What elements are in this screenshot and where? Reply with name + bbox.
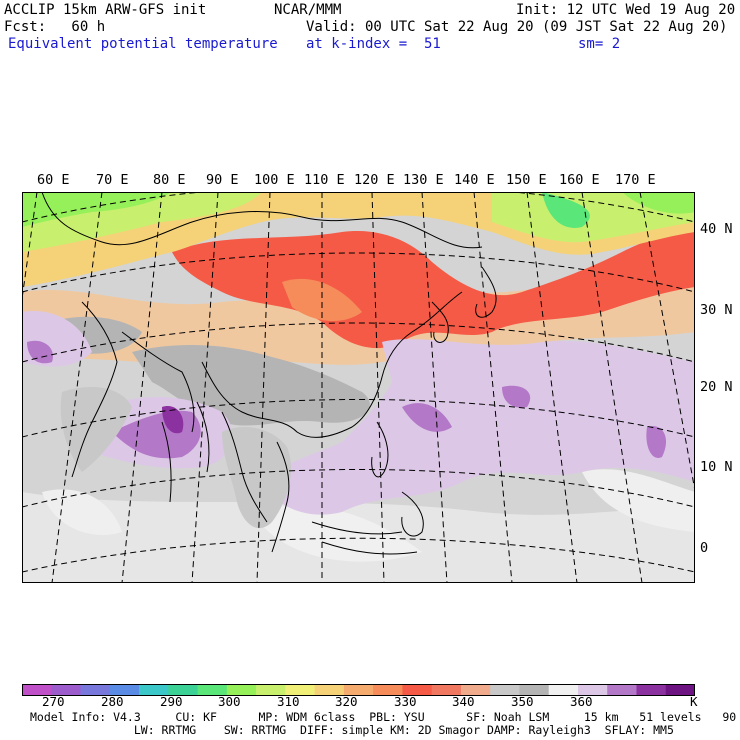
colorbar-swatch	[373, 684, 403, 696]
lon-label-90e: 90 E	[206, 172, 239, 188]
colorbar-tick-300: 300	[218, 694, 241, 709]
colorbar-tick-270: 270	[42, 694, 65, 709]
indochina-land-grey	[222, 427, 292, 529]
lon-label-100e: 100 E	[254, 172, 295, 188]
colorbar-swatch	[51, 684, 82, 696]
colorbar-swatch	[519, 684, 550, 696]
equivalent-potential-temperature-map	[22, 192, 695, 583]
colorbar-swatch	[343, 684, 374, 696]
temperature-colorbar	[22, 681, 696, 696]
colorbar-tick-280: 280	[101, 694, 124, 709]
lon-label-150e: 150 E	[506, 172, 547, 188]
colorbar-swatch	[285, 684, 316, 696]
smoothing-label: sm= 2	[578, 36, 621, 52]
colorbar-swatch	[460, 684, 491, 696]
colorbar-tick-360: 360	[570, 694, 593, 709]
colorbar-tick-330: 330	[394, 694, 417, 709]
colorbar-tick-320: 320	[335, 694, 358, 709]
colorbar-tick-290: 290	[160, 694, 183, 709]
colorbar-swatch	[168, 684, 199, 696]
colorbar-tick-340: 340	[452, 694, 475, 709]
field-name: Equivalent potential temperature	[8, 36, 278, 52]
lat-label-10n: 10 N	[700, 459, 733, 475]
colorbar-swatch	[80, 684, 111, 696]
colorbar-swatch	[577, 684, 608, 696]
lon-label-170e: 170 E	[615, 172, 656, 188]
colorbar-swatch	[636, 684, 667, 696]
lat-label-30n: 30 N	[700, 302, 733, 318]
colorbar-swatch	[139, 684, 169, 696]
lon-label-110e: 110 E	[304, 172, 345, 188]
colorbar-swatch	[109, 684, 140, 696]
init-time: Init: 12 UTC Wed 19 Aug 20	[516, 2, 736, 18]
lon-label-80e: 80 E	[153, 172, 186, 188]
lat-label-0: 0	[700, 540, 709, 556]
forecast-hour: Fcst: 60 h	[4, 19, 106, 35]
colorbar-swatch	[256, 684, 286, 696]
lon-label-120e: 120 E	[354, 172, 395, 188]
colorbar-swatch	[314, 684, 345, 696]
lon-label-160e: 160 E	[559, 172, 600, 188]
lat-label-20n: 20 N	[700, 379, 733, 395]
coastlines	[41, 192, 497, 555]
lon-label-140e: 140 E	[454, 172, 495, 188]
run-title: ACCLIP 15km ARW-GFS init	[4, 2, 207, 18]
high-theta-e-zone-china	[172, 231, 695, 349]
mid-latitude-warm-zone	[22, 252, 695, 365]
colorbar-swatch	[431, 684, 462, 696]
colorbar-border	[22, 684, 695, 696]
lon-label-130e: 130 E	[403, 172, 444, 188]
institution-label: NCAR/MMM	[274, 2, 342, 18]
tropical-convection-light-purple	[262, 339, 695, 515]
colorbar-swatch	[665, 684, 696, 696]
colorbar-swatch	[548, 684, 579, 696]
model-info-line2: LW: RRTMG SW: RRTMG DIFF: simple KM: 2D …	[30, 723, 674, 737]
philippine-sea-convective-core	[402, 403, 452, 432]
colorbar-unit: K	[690, 694, 698, 709]
colorbar-tick-350: 350	[511, 694, 534, 709]
colorbar-swatch	[226, 684, 257, 696]
vertical-level: at k-index = 51	[306, 36, 441, 52]
northern-green-patch	[22, 192, 172, 227]
colorbar-swatch	[197, 684, 228, 696]
graticule	[22, 192, 695, 583]
india-land-grey	[60, 387, 132, 472]
ocean-light-patches	[252, 505, 422, 562]
colorbar-tick-310: 310	[277, 694, 300, 709]
lon-label-70e: 70 E	[96, 172, 129, 188]
lat-label-40n: 40 N	[700, 221, 733, 237]
model-info-line1: Model Info: V4.3 CU: KF MP: WDM 6class P…	[30, 710, 740, 724]
colorbar-swatch	[490, 684, 520, 696]
colorbar-swatch	[22, 684, 52, 696]
colorbar-swatch	[402, 684, 433, 696]
lon-label-60e: 60 E	[37, 172, 70, 188]
valid-time: Valid: 00 UTC Sat 22 Aug 20 (09 JST Sat …	[306, 19, 728, 35]
colorbar-swatch	[607, 684, 637, 696]
